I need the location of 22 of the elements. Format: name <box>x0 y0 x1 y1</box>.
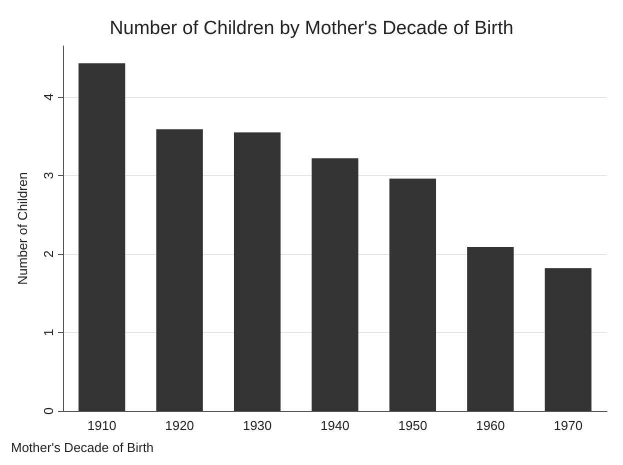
chart-title: Number of Children by Mother's Decade of Birth <box>110 18 514 39</box>
x-axis-title: Mother's Decade of Birth <box>11 440 154 455</box>
x-tick-label: 1950 <box>398 418 428 433</box>
bar <box>389 178 436 411</box>
y-tick-label: 4 <box>41 93 56 101</box>
x-tick-label: 1920 <box>165 418 194 433</box>
x-tick-label: 1940 <box>320 418 350 433</box>
x-tick-label: 1970 <box>554 418 583 433</box>
bar <box>78 63 126 411</box>
y-tick-label: 1 <box>41 328 56 336</box>
x-tick-label: 1960 <box>476 418 505 433</box>
bar <box>544 268 592 411</box>
bar <box>467 246 514 411</box>
y-tick-label: 0 <box>41 407 56 415</box>
x-tick-label: 1910 <box>87 418 116 433</box>
bar <box>234 132 281 411</box>
y-tick-label: 2 <box>41 250 56 258</box>
y-axis-title: Number of Children <box>15 172 30 285</box>
x-tick-label: 1930 <box>242 418 272 433</box>
bar <box>312 158 358 411</box>
y-tick-label: 3 <box>41 172 56 180</box>
bar <box>156 129 203 411</box>
